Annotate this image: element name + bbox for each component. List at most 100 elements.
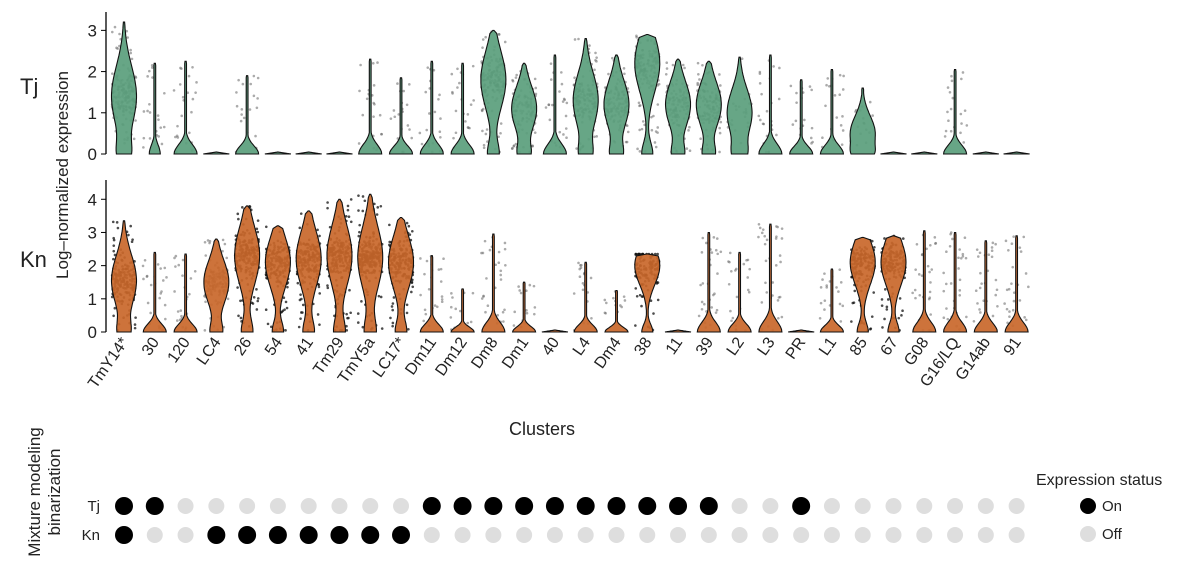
violin-shape bbox=[326, 198, 353, 333]
violin-shape bbox=[419, 255, 444, 333]
data-point bbox=[653, 252, 657, 256]
data-point bbox=[348, 288, 351, 292]
data-point bbox=[235, 91, 238, 94]
data-point bbox=[284, 300, 288, 304]
data-point bbox=[746, 258, 750, 262]
data-point bbox=[420, 142, 424, 146]
violin-shape bbox=[788, 329, 815, 333]
data-point bbox=[1012, 299, 1016, 303]
data-point bbox=[961, 252, 965, 256]
data-point bbox=[389, 316, 392, 320]
data-point bbox=[252, 94, 256, 98]
status-dot-off bbox=[731, 527, 748, 543]
data-point bbox=[777, 316, 780, 320]
data-point bbox=[458, 309, 462, 313]
x-tick-label: 120 bbox=[165, 334, 194, 366]
data-point bbox=[112, 236, 115, 240]
status-dot-off bbox=[146, 527, 163, 543]
data-point bbox=[871, 114, 874, 117]
data-point bbox=[918, 293, 922, 297]
data-point bbox=[945, 307, 948, 310]
data-point bbox=[718, 150, 721, 154]
data-point bbox=[357, 194, 360, 197]
data-point bbox=[173, 256, 176, 260]
data-point bbox=[763, 234, 767, 238]
data-point bbox=[422, 319, 426, 323]
data-point bbox=[758, 226, 762, 230]
data-point bbox=[710, 251, 714, 254]
violin-kn-3 bbox=[203, 238, 230, 333]
data-point bbox=[696, 61, 700, 65]
data-point bbox=[515, 73, 518, 77]
data-point bbox=[532, 312, 536, 316]
data-point bbox=[239, 299, 242, 303]
data-point bbox=[390, 305, 394, 308]
data-point bbox=[994, 293, 998, 297]
data-point bbox=[363, 199, 367, 203]
legend-swatch-on bbox=[1080, 498, 1096, 514]
data-point bbox=[345, 324, 348, 328]
data-point bbox=[256, 219, 260, 222]
data-point bbox=[883, 288, 887, 291]
violin-tj-17 bbox=[634, 33, 661, 155]
data-point bbox=[146, 301, 150, 305]
data-point bbox=[133, 323, 137, 326]
status-dot-off bbox=[208, 498, 225, 514]
data-point bbox=[237, 314, 240, 318]
data-point bbox=[771, 281, 775, 284]
violin-shape bbox=[173, 60, 198, 155]
violin-shape bbox=[203, 238, 230, 333]
status-dot-on bbox=[238, 526, 257, 544]
data-point bbox=[118, 44, 121, 48]
status-dot-off bbox=[977, 527, 994, 543]
data-point bbox=[485, 277, 488, 280]
data-point bbox=[838, 302, 842, 306]
data-point bbox=[419, 293, 422, 297]
data-point bbox=[326, 284, 329, 287]
status-dot-off bbox=[854, 527, 871, 543]
data-point bbox=[111, 220, 115, 224]
data-point bbox=[1018, 299, 1022, 302]
x-tick-label: L4 bbox=[570, 334, 594, 358]
data-point bbox=[514, 142, 518, 146]
data-point bbox=[142, 146, 145, 149]
data-point bbox=[978, 251, 982, 255]
data-point bbox=[256, 297, 260, 300]
data-point bbox=[925, 247, 928, 251]
data-point bbox=[881, 326, 884, 329]
violin-kn-15 bbox=[572, 261, 598, 333]
data-point bbox=[915, 242, 919, 246]
status-dot-on bbox=[392, 526, 411, 544]
data-point bbox=[411, 229, 414, 233]
data-point bbox=[440, 295, 444, 298]
data-point bbox=[503, 308, 506, 312]
data-point bbox=[163, 266, 167, 270]
data-point bbox=[868, 100, 872, 104]
data-point bbox=[380, 132, 383, 136]
status-dot-off bbox=[762, 527, 779, 543]
data-point bbox=[458, 81, 461, 85]
data-point bbox=[256, 76, 260, 80]
violin-tj-1 bbox=[142, 62, 166, 155]
data-point bbox=[296, 281, 300, 285]
status-dot-off bbox=[916, 498, 933, 514]
data-point bbox=[612, 296, 615, 300]
data-point bbox=[578, 275, 582, 279]
data-point bbox=[987, 253, 991, 257]
violin-shape bbox=[387, 216, 415, 333]
violin-shape bbox=[511, 281, 537, 333]
data-point bbox=[824, 104, 827, 108]
data-point bbox=[176, 319, 179, 322]
data-point bbox=[116, 226, 120, 230]
data-point bbox=[622, 67, 626, 70]
data-point bbox=[419, 257, 422, 260]
data-point bbox=[719, 84, 722, 87]
legend-title: Expression status bbox=[1036, 472, 1162, 489]
data-point bbox=[964, 256, 968, 260]
violin-kn-26 bbox=[911, 230, 938, 333]
status-dot-off bbox=[639, 527, 656, 543]
data-point bbox=[701, 282, 705, 285]
data-point bbox=[883, 317, 886, 321]
violin-kn-16 bbox=[603, 289, 629, 333]
data-point bbox=[176, 136, 180, 139]
